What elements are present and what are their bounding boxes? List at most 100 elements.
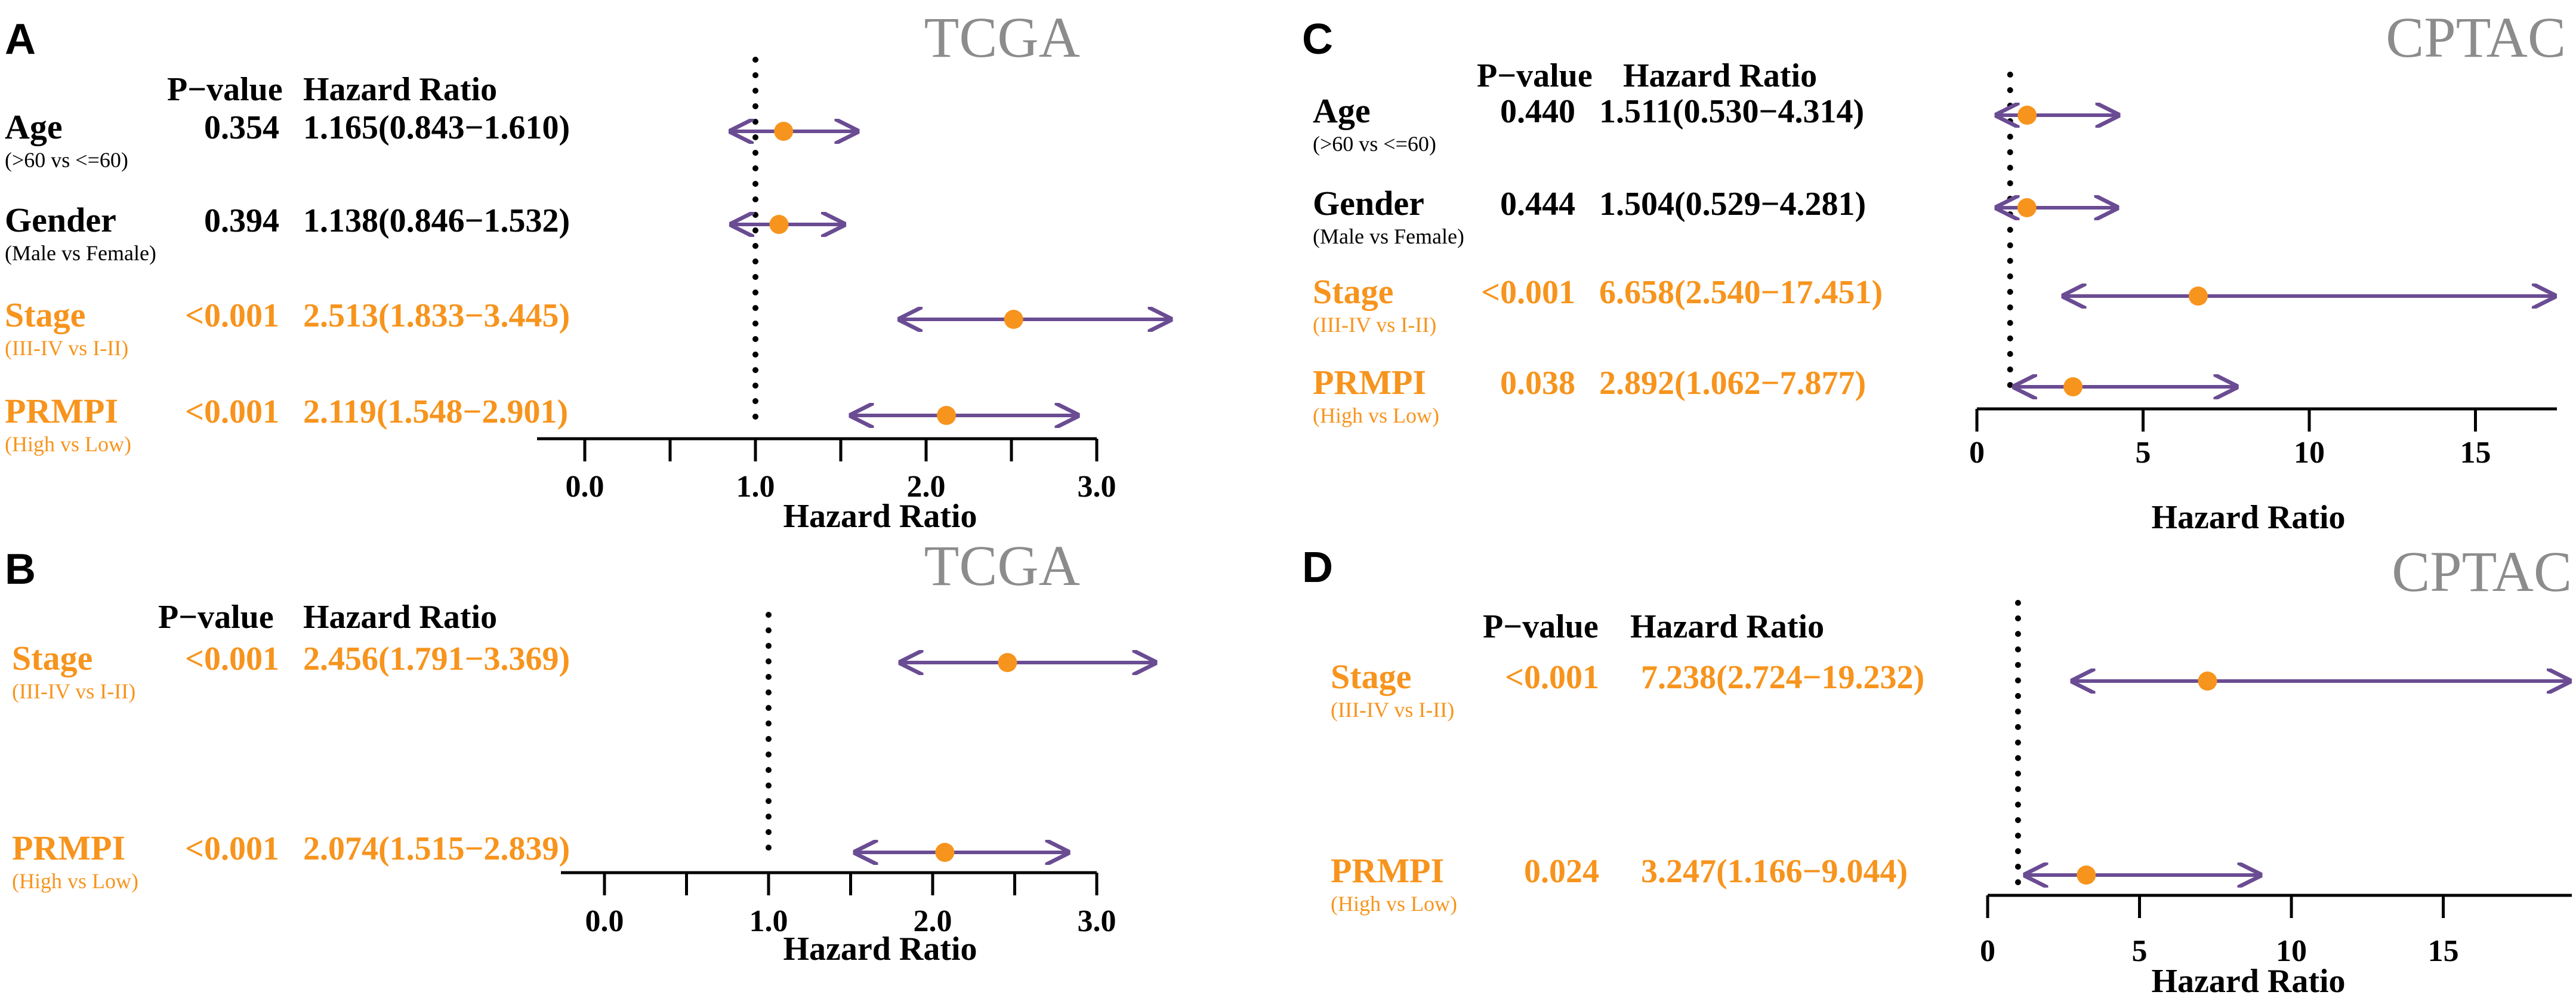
forest-row: PRMPI(High vs Low) <0.001 2.074(1.515−2.83…	[12, 828, 1070, 893]
variable-sublabel: (III-IV vs I-II)	[12, 679, 135, 703]
x-tick-label: 2.0	[907, 470, 946, 504]
variable-sublabel: (>60 vs <=60)	[1313, 132, 1436, 156]
x-axis-title: Hazard Ratio	[2151, 963, 2345, 1000]
forest-row: PRMPI(High vs Low) <0.001 2.119(1.548−2.90…	[5, 392, 1080, 456]
x-axis: 0.0 1.0 2.0 3.0 Hazard Ratio	[561, 871, 1116, 968]
x-tick-label: 5	[2135, 436, 2151, 470]
hazard-ratio-text: 2.513(1.833−3.445)	[303, 297, 570, 334]
variable-sublabel: (Male vs Female)	[1313, 224, 1464, 248]
x-tick-label: 0	[1969, 436, 1985, 470]
variable-label: Stage	[1313, 272, 1393, 311]
pvalue-header: P−value	[1483, 608, 1599, 645]
hazard-ratio-point	[2017, 106, 2037, 125]
x-axis: 0.0 1.0 2.0 3.0 Hazard Ratio	[537, 437, 1116, 535]
hazard-ratio-point	[2077, 866, 2096, 885]
hazard-ratio-point	[769, 215, 789, 234]
pvalue-header: P−value	[1477, 57, 1593, 94]
x-tick-label: 10	[2294, 436, 2325, 470]
x-tick-label: 10	[2276, 934, 2307, 968]
pvalue-text: 0.444	[1500, 186, 1575, 223]
pvalue-text: 0.440	[1500, 93, 1575, 130]
panel-letter: A	[5, 16, 36, 63]
hazard-ratio-point	[937, 406, 957, 425]
x-axis-title: Hazard Ratio	[2151, 499, 2345, 536]
variable-sublabel: (III-IV vs I-II)	[1331, 698, 1454, 722]
panel-letter: D	[1302, 544, 1333, 592]
pvalue-text: <0.001	[185, 393, 279, 430]
forest-row: PRMPI(High vs Low) 0.038 2.892(1.062−7.877…	[1313, 363, 2239, 427]
variable-sublabel: (High vs Low)	[1313, 404, 1439, 427]
hazard-ratio-text: 2.892(1.062−7.877)	[1599, 365, 1866, 402]
panel-c: C CPTAC P−value Hazard Ratio Age(>60 vs <=60…	[1302, 5, 2566, 536]
forest-row: Age(>60 vs <=60) 0.354 1.165(0.843−1.610)	[5, 107, 860, 172]
x-axis: 0 5 10 15 Hazard Ratio	[1980, 894, 2572, 1000]
pvalue-text: <0.001	[1505, 659, 1599, 696]
panel-letter: C	[1302, 16, 1333, 63]
hazard-ratio-point	[2198, 672, 2217, 691]
hazard-ratio-header: Hazard Ratio	[1630, 608, 1824, 645]
variable-sublabel: (High vs Low)	[5, 432, 131, 456]
hazard-ratio-point	[2063, 377, 2083, 396]
hazard-ratio-point	[2017, 198, 2037, 217]
hazard-ratio-text: 1.138(0.846−1.532)	[303, 202, 570, 239]
x-tick-label: 0.0	[585, 904, 624, 938]
variable-label: PRMPI	[5, 392, 118, 430]
hazard-ratio-point	[1004, 310, 1023, 329]
panel-d: D CPTAC P−value Hazard Ratio Stage(III-IV vs…	[1302, 540, 2572, 1000]
panel-b: B TCGA P−value Hazard Ratio Stage(III-IV vs …	[5, 534, 1158, 968]
hazard-ratio-text: 1.165(0.843−1.610)	[303, 109, 570, 146]
hazard-ratio-text: 2.074(1.515−2.839)	[303, 830, 570, 867]
hazard-ratio-point	[2188, 287, 2208, 306]
x-tick-label: 15	[2460, 436, 2491, 470]
forest-row: Stage(III-IV vs I-II) <0.001 6.658(2.540−1…	[1313, 272, 2557, 337]
pvalue-text: <0.001	[185, 640, 279, 677]
x-tick-label: 1.0	[736, 470, 775, 504]
hazard-ratio-point	[774, 122, 794, 141]
variable-label: Age	[5, 107, 63, 146]
forest-row: PRMPI(High vs Low) 0.024 3.247(1.166−9.044…	[1331, 851, 2263, 916]
pvalue-header: P−value	[158, 599, 274, 636]
variable-label: PRMPI	[12, 828, 125, 867]
variable-sublabel: (High vs Low)	[12, 869, 138, 893]
pvalue-text: <0.001	[1481, 274, 1575, 311]
variable-label: PRMPI	[1313, 363, 1426, 402]
x-tick-label: 0	[1980, 934, 1995, 968]
hazard-ratio-text: 2.456(1.791−3.369)	[303, 640, 570, 677]
variable-sublabel: (III-IV vs I-II)	[1313, 313, 1436, 337]
forest-row: Stage(III-IV vs I-II) <0.001 2.456(1.791−3…	[12, 639, 1158, 703]
panel-letter: B	[5, 546, 36, 593]
pvalue-header: P−value	[167, 71, 283, 108]
hazard-ratio-text: 3.247(1.166−9.044)	[1641, 853, 1908, 890]
hazard-ratio-text: 1.504(0.529−4.281)	[1599, 186, 1866, 223]
x-tick-label: 3.0	[1078, 904, 1116, 938]
pvalue-text: <0.001	[185, 297, 279, 334]
cohort-label: CPTAC	[2386, 5, 2566, 69]
x-tick-label: 3.0	[1078, 470, 1116, 504]
cohort-label: CPTAC	[2392, 540, 2572, 603]
variable-sublabel: (High vs Low)	[1331, 892, 1457, 916]
variable-label: Stage	[5, 295, 85, 334]
hazard-ratio-header: Hazard Ratio	[1623, 57, 1817, 94]
x-tick-label: 15	[2428, 934, 2459, 968]
variable-label: Stage	[12, 639, 92, 677]
variable-label: Age	[1313, 91, 1371, 130]
x-axis-title: Hazard Ratio	[783, 498, 977, 535]
pvalue-text: 0.354	[204, 109, 279, 146]
forest-row: Stage(III-IV vs I-II) <0.001 2.513(1.833−3…	[5, 295, 1173, 360]
hazard-ratio-header: Hazard Ratio	[303, 71, 497, 108]
hazard-ratio-point	[998, 653, 1017, 672]
hazard-ratio-text: 2.119(1.548−2.901)	[303, 393, 568, 430]
x-axis: 0 5 10 15 Hazard Ratio	[1969, 407, 2557, 536]
hazard-ratio-text: 7.238(2.724−19.232)	[1641, 659, 1924, 696]
pvalue-text: 0.038	[1500, 365, 1575, 402]
pvalue-text: 0.024	[1524, 853, 1599, 890]
forest-row: Gender(Male vs Female) 0.394 1.138(0.846−1…	[5, 201, 847, 265]
forest-row: Gender(Male vs Female) 0.444 1.504(0.529−4…	[1313, 184, 2120, 248]
cohort-label: TCGA	[924, 534, 1080, 597]
x-axis-title: Hazard Ratio	[783, 931, 977, 968]
hazard-ratio-text: 1.511(0.530−4.314)	[1599, 93, 1864, 130]
forest-row: Stage(III-IV vs I-II) <0.001 7.238(2.724−1…	[1331, 657, 2572, 722]
variable-sublabel: (>60 vs <=60)	[5, 148, 128, 172]
variable-label: Gender	[1313, 184, 1424, 223]
